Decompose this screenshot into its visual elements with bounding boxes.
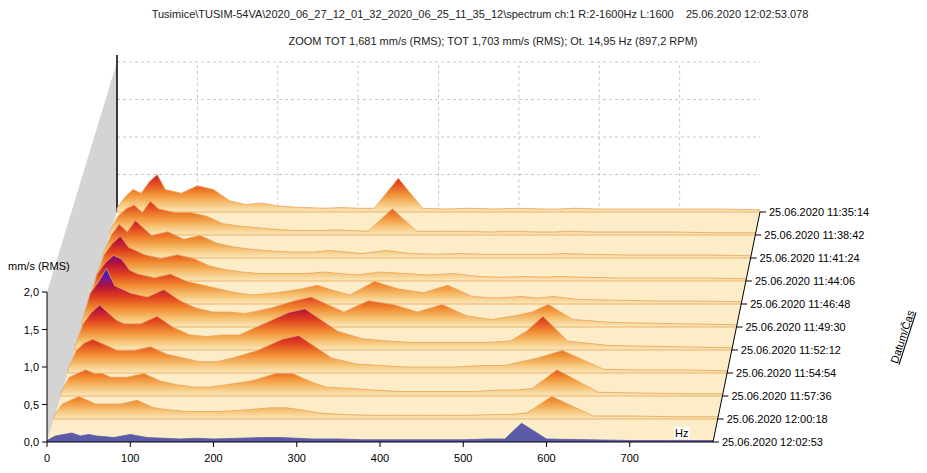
time-tick: [755, 235, 761, 236]
spectrum: [75, 305, 732, 350]
x-tick: [296, 442, 297, 447]
time-tick-label: 25.06.2020 11:41:24: [760, 252, 860, 264]
subtitle: ZOOM TOT 1,681 mm/s (RMS); TOT 1,703 mm/…: [289, 35, 698, 47]
y-tick: [42, 367, 47, 368]
grid-line: [599, 62, 600, 212]
x-tick: [47, 442, 48, 447]
time-tick-label: 25.06.2020 11:44:06: [755, 275, 855, 287]
y-tick: [42, 404, 47, 405]
spectrum: [68, 336, 727, 374]
floor: [47, 212, 760, 442]
x-tick: [546, 442, 547, 447]
time-tick: [751, 258, 757, 259]
x-tick: [629, 442, 630, 447]
x-tick: [213, 442, 214, 447]
spectrum: [96, 236, 746, 281]
spectrum: [110, 201, 755, 235]
x-tick-label: 300: [288, 452, 306, 464]
y-tick-label: 1,5: [24, 324, 39, 336]
time-tick-label: 25.06.2020 11:35:14: [769, 206, 869, 218]
time-tick: [737, 327, 743, 328]
x-tick-label: 200: [204, 452, 222, 464]
x-tick-label: 400: [371, 452, 389, 464]
grid-line: [518, 62, 519, 212]
y-tick-label: 0,0: [24, 436, 39, 448]
time-tick-label: 25.06.2020 11:57:36: [731, 390, 831, 402]
time-tick-label: 25.06.2020 12:02:53: [722, 436, 823, 448]
time-tick: [741, 304, 747, 305]
x-axis-title: Hz: [675, 427, 688, 439]
x-tick-label: 500: [454, 452, 472, 464]
time-tick: [727, 373, 733, 374]
spectrum: [82, 269, 737, 328]
title: Tusimice\TUSIM-54VA\2020_06_27_12_01_32_…: [152, 8, 809, 20]
y-tick: [42, 292, 47, 293]
y-tick: [42, 442, 47, 443]
x-tick-label: 100: [121, 452, 139, 464]
chart: Tusimice\TUSIM-54VA\2020_06_27_12_01_32_…: [0, 0, 927, 473]
spectrum: [117, 175, 760, 213]
time-tick-label: 25.06.2020 11:38:42: [764, 229, 864, 241]
x-tick: [380, 442, 381, 447]
spectrum: [54, 397, 718, 420]
time-tick: [722, 396, 728, 397]
grid-line: [679, 62, 680, 212]
y-tick-label: 0,5: [24, 399, 39, 411]
time-axis-title: Datum/Čas: [888, 308, 917, 365]
x-tick: [463, 442, 464, 447]
time-tick-label: 25.06.2020 11:54:54: [736, 367, 836, 379]
spectrum: [47, 423, 713, 442]
time-tick: [713, 442, 719, 443]
y-tick-label: 1,0: [24, 361, 39, 373]
time-tick-label: 25.06.2020 11:49:30: [746, 321, 846, 333]
time-tick: [718, 419, 724, 420]
grid-line: [358, 62, 359, 212]
time-tick: [732, 350, 738, 351]
y-tick-label: 2,0: [24, 286, 39, 298]
grid-line: [117, 99, 760, 100]
x-tick: [130, 442, 131, 447]
spectrum: [103, 221, 751, 259]
y-tick: [42, 329, 47, 330]
label-patch: [674, 427, 689, 439]
time-tick: [760, 212, 766, 213]
x-tick-label: 0: [44, 452, 50, 464]
time-tick-label: 25.06.2020 11:52:12: [741, 344, 841, 356]
grid-line: [438, 62, 439, 212]
time-tick-label: 25.06.2020 11:46:48: [750, 298, 850, 310]
spectrum: [89, 255, 741, 304]
x-tick-label: 700: [621, 452, 639, 464]
x-tick-label: 600: [537, 452, 555, 464]
y-axis-title: mm/s (RMS): [8, 260, 70, 272]
spectra: [47, 175, 760, 443]
time-tick: [746, 281, 752, 282]
spectrum: [61, 370, 722, 396]
back-edge: [116, 55, 118, 212]
time-tick-label: 25.06.2020 12:00:18: [727, 413, 828, 425]
grid-line: [277, 62, 278, 212]
